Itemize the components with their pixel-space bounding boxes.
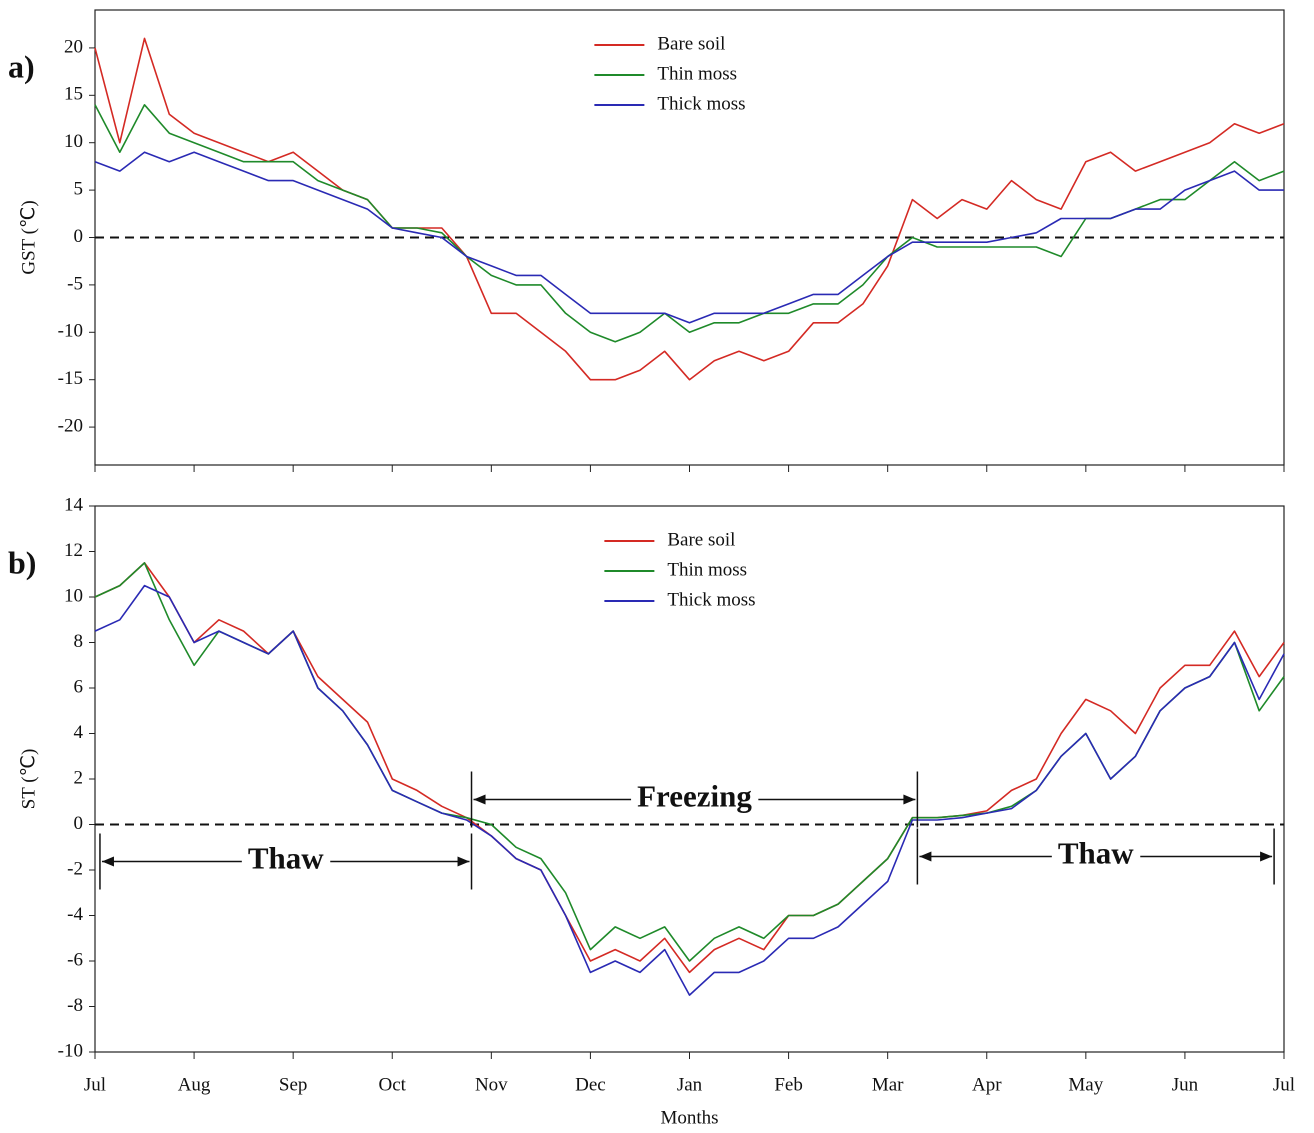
y-tick-label: 0 [74, 813, 84, 834]
y-tick-label: 20 [64, 36, 83, 57]
y-tick-label: 15 [64, 84, 83, 105]
x-tick-label: Feb [774, 1074, 803, 1095]
legend-label: Thick moss [667, 589, 755, 610]
legend-label: Bare soil [657, 33, 725, 54]
arrow-head [457, 856, 470, 867]
x-tick-label: Jun [1172, 1074, 1199, 1095]
x-tick-label: Aug [178, 1074, 211, 1095]
arrow-head [1260, 851, 1273, 862]
y-tick-label: -8 [67, 995, 83, 1016]
x-tick-label: Nov [475, 1074, 508, 1095]
panel: -20 -15 -10 -5 0 5 10 15 20 Bare soil Thin moss Thi… [8, 9, 1285, 472]
y-tick-label: -4 [67, 904, 83, 925]
y-tick-label: 5 [74, 178, 84, 199]
y-axis-label: GST (℃) [18, 200, 39, 274]
x-tick-label: May [1068, 1074, 1103, 1095]
x-tick-label: Jan [677, 1074, 703, 1095]
arrow-head [101, 856, 114, 867]
panel-label: a) [8, 48, 35, 84]
arrow-head [903, 794, 916, 805]
y-tick-label: 10 [64, 131, 83, 152]
y-tick-label: 12 [64, 540, 83, 561]
x-tick-label: Dec [575, 1074, 606, 1095]
y-tick-label: -10 [58, 1040, 83, 1061]
x-tick-label: Oct [379, 1074, 407, 1095]
annotation-text: Thaw [1058, 836, 1134, 871]
y-tick-label: 8 [74, 631, 84, 652]
legend-label: Thin moss [667, 559, 747, 580]
y-tick-label: 0 [74, 226, 84, 247]
series-line [94, 584, 1285, 996]
y-tick-label: 10 [64, 585, 83, 606]
y-tick-label: -15 [58, 368, 83, 389]
y-tick-label: -20 [58, 415, 83, 436]
y-tick-label: 6 [74, 676, 84, 697]
annotation-bg [241, 840, 331, 876]
y-tick-label: 14 [64, 494, 84, 515]
arrow-head [473, 794, 486, 805]
series-line [94, 562, 1285, 974]
y-tick-label: 2 [74, 767, 84, 788]
x-tick-label: Mar [872, 1074, 904, 1095]
panel-label: b) [8, 544, 36, 580]
arrow-head [919, 851, 932, 862]
series-line [94, 151, 1284, 324]
series-line [94, 562, 1285, 962]
series-line [94, 104, 1285, 343]
annotation-text: Thaw [248, 841, 324, 876]
y-axis-label: ST (℃) [18, 749, 39, 810]
y-tick-label: -5 [67, 273, 83, 294]
panel: -10 -8 -6 -4 -2 0 2 4 6 8 10 12 14 Jul Aug Sep Oct Nov Dec… [8, 494, 1295, 1128]
y-tick-label: -10 [58, 321, 83, 342]
annotation-bg [1051, 835, 1141, 871]
annotation-text: Freezing [637, 779, 752, 814]
x-tick-label: Jul [1273, 1074, 1295, 1095]
legend-label: Bare soil [667, 529, 735, 550]
x-tick-label: Jul [84, 1074, 106, 1095]
x-tick-label: Apr [972, 1074, 1002, 1095]
y-tick-label: -6 [67, 949, 83, 970]
series-line [94, 37, 1285, 381]
x-axis-label: Months [660, 1107, 718, 1128]
annotation-bg [631, 778, 759, 814]
x-tick-label: Sep [279, 1074, 308, 1095]
y-tick-label: 4 [74, 722, 84, 743]
legend-label: Thick moss [657, 93, 745, 114]
y-tick-label: -2 [67, 858, 83, 879]
legend-label: Thin moss [657, 63, 737, 84]
